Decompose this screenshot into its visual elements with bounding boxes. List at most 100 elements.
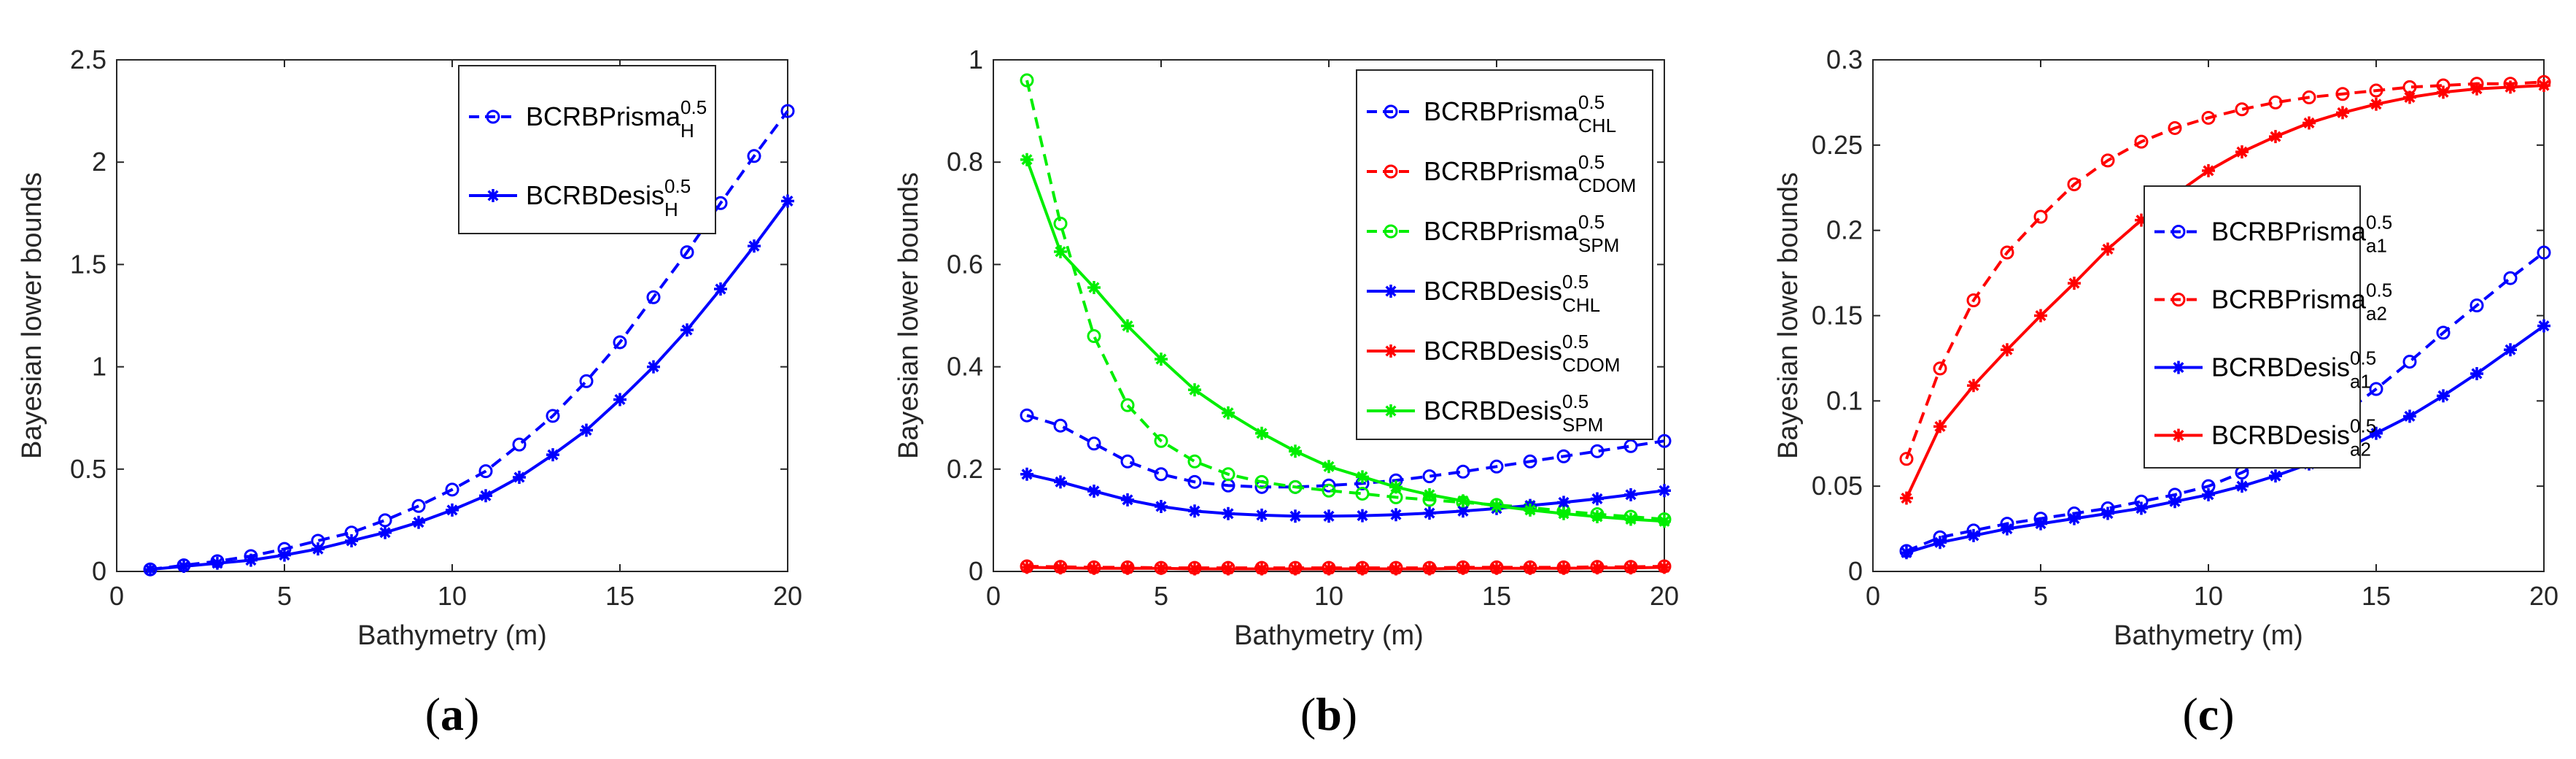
y-tick-label: 0.6 xyxy=(947,249,983,279)
legend-marker xyxy=(1384,285,1397,298)
data-point xyxy=(479,489,492,503)
data-point xyxy=(1557,506,1570,520)
data-point xyxy=(1255,562,1268,576)
y-tick-label: 0 xyxy=(1848,556,1863,586)
legend-label: BCRBDesis0.5 a2 xyxy=(2211,415,2376,461)
x-tick-label: 15 xyxy=(605,581,635,611)
data-point xyxy=(1456,561,1470,575)
x-tick-label: 10 xyxy=(2194,581,2223,611)
data-point xyxy=(244,553,257,567)
data-point xyxy=(1120,398,1135,412)
legend-label-superscript: 0.5 xyxy=(1562,331,1588,352)
legend-label-base: BCRBDesis xyxy=(1424,336,1562,366)
legend-label-base: BCRBDesis xyxy=(1424,396,1562,425)
data-point xyxy=(177,559,190,573)
data-point xyxy=(2034,517,2047,531)
data-point xyxy=(1188,562,1201,576)
x-axis-label: Bathymetry (m) xyxy=(2114,620,2303,651)
data-point xyxy=(680,245,694,260)
data-point xyxy=(2436,325,2451,340)
legend-label: BCRBPrisma0.5 CHL xyxy=(1424,91,1616,136)
y-tick-label: 2.5 xyxy=(70,45,106,74)
data-point xyxy=(2369,382,2383,396)
data-point xyxy=(1591,509,1604,523)
data-point xyxy=(2135,501,2148,515)
data-point xyxy=(1322,460,1335,474)
legend-marker xyxy=(2171,293,2186,307)
data-point xyxy=(1322,478,1336,493)
data-point xyxy=(2235,102,2249,117)
legend-label-superscript: 0.5 xyxy=(680,96,707,118)
data-point xyxy=(1624,561,1637,575)
x-axis-label: Bathymetry (m) xyxy=(357,620,547,651)
legend-marker xyxy=(486,189,500,202)
data-point xyxy=(1624,512,1637,526)
y-tick-label: 0 xyxy=(969,556,983,586)
legend-item: BCRBPrisma0.5 CHL xyxy=(1367,91,1616,136)
x-tick-label: 0 xyxy=(986,581,1001,611)
data-point xyxy=(1322,483,1336,498)
data-point xyxy=(2068,512,2081,525)
data-point xyxy=(1087,329,1101,344)
data-point xyxy=(680,323,694,337)
data-point xyxy=(1623,439,1638,453)
data-point xyxy=(1423,506,1436,520)
data-point xyxy=(2537,319,2550,333)
panel-caption: (a) xyxy=(425,688,480,740)
legend-item: BCRBDesis0.5 a2 xyxy=(2154,415,2376,461)
data-point xyxy=(647,360,660,374)
y-axis-label: Bayesian lower bounds xyxy=(1773,172,1804,459)
data-point xyxy=(2537,79,2550,93)
x-tick-label: 5 xyxy=(1154,581,1168,611)
legend-label-subscript: a1 xyxy=(2366,235,2387,257)
series-bcrbdesis-a1 xyxy=(1900,319,2550,560)
y-tick-label: 0 xyxy=(92,556,106,586)
legend-item: BCRBDesis0.5 SPM xyxy=(1367,390,1603,436)
legend-label: BCRBPrisma0.5 a1 xyxy=(2211,212,2392,257)
data-point xyxy=(646,290,661,304)
data-point xyxy=(445,482,459,497)
legend-marker xyxy=(1384,164,1398,179)
data-point xyxy=(2470,82,2483,96)
data-point xyxy=(1155,352,1168,366)
data-point xyxy=(1658,515,1671,528)
data-point xyxy=(2268,95,2283,109)
data-point xyxy=(1322,509,1335,523)
y-tick-label: 0.25 xyxy=(1812,130,1863,160)
data-point xyxy=(1020,408,1034,423)
data-point xyxy=(781,194,794,208)
data-point xyxy=(1389,480,1403,494)
legend-label: BCRBPrisma0.5 SPM xyxy=(1424,211,1619,256)
legend-label-subscript: CHL xyxy=(1578,115,1616,136)
legend-label-superscript: 0.5 xyxy=(1562,390,1588,412)
y-tick-label: 0.2 xyxy=(947,454,983,484)
data-point xyxy=(1020,73,1034,88)
panel-caption-letter: b xyxy=(1316,688,1342,740)
legend-label-subscript: a2 xyxy=(2366,303,2387,325)
legend-marker xyxy=(1384,104,1398,119)
data-point xyxy=(1121,319,1134,333)
data-point xyxy=(1590,444,1605,458)
series-bcrbdesis-h xyxy=(144,194,794,577)
data-point xyxy=(1154,467,1168,482)
data-point xyxy=(1900,546,1913,560)
legend-item: BCRBDesis0.5 CHL xyxy=(1367,271,1600,316)
data-point xyxy=(1591,561,1604,575)
data-point xyxy=(2101,242,2114,256)
data-point xyxy=(2537,245,2551,260)
data-point xyxy=(2201,110,2216,125)
data-point xyxy=(1255,426,1268,440)
data-point xyxy=(1188,383,1201,397)
legend-label-superscript: 0.5 xyxy=(2350,347,2376,369)
series-bcrbdesis-spm xyxy=(1020,153,1671,528)
data-point xyxy=(1322,562,1335,576)
data-point xyxy=(1053,418,1068,433)
data-point xyxy=(2369,83,2383,98)
data-point xyxy=(2269,130,2282,144)
data-point xyxy=(2437,85,2450,99)
data-point xyxy=(1967,379,1980,393)
legend-item: BCRBPrisma0.5 a1 xyxy=(2154,212,2392,257)
data-point xyxy=(1121,561,1134,575)
